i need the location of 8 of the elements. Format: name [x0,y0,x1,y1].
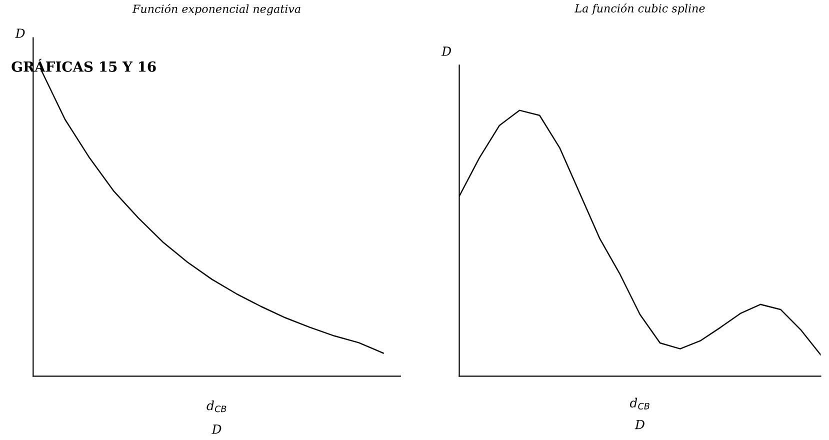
x-axis-title: d$_{CB}$ [630,398,650,410]
text: D [212,424,222,434]
chart-title: Función exponencial negativa [132,4,300,16]
y-axis-title: D [15,28,25,38]
text: D [634,420,644,430]
y-axis-title: D [441,46,452,56]
chart-title: La función cubic spline [574,3,705,15]
x-axis-title: d$_{CB}$ [206,400,226,412]
